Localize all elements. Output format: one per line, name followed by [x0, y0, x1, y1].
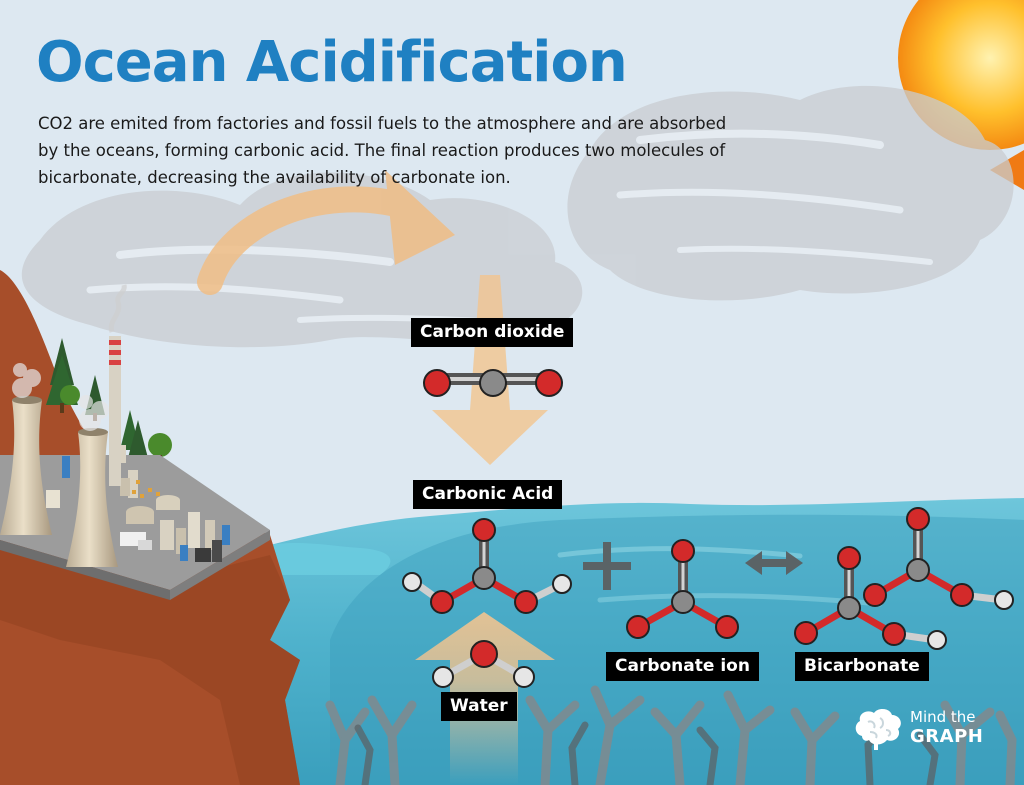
bicarbonate-molecule [863, 507, 1014, 610]
carbon-atom [479, 369, 507, 397]
brain-icon [855, 709, 901, 750]
logo-text-line2: GRAPH [910, 726, 984, 747]
page-title: Ocean Acidification [36, 30, 628, 95]
label-carbonate-ion: Carbonate ion [606, 652, 759, 681]
label-bicarbonate: Bicarbonate [795, 652, 929, 681]
factory [0, 284, 270, 600]
oxygen-atom [423, 369, 451, 397]
carbonate-ion-molecule [626, 539, 739, 639]
oxygen-atom [535, 369, 563, 397]
curved-arrow [197, 170, 455, 295]
water-molecule [432, 640, 535, 688]
label-water: Water [441, 692, 517, 721]
logo-text-line1: Mind the [910, 708, 976, 726]
bicarbonate-molecule [794, 546, 947, 650]
label-carbon-dioxide: Carbon dioxide [411, 318, 574, 347]
description-text: CO2 are emited from factories and fossil… [38, 114, 727, 187]
plus-icon [583, 542, 631, 590]
cloud-right [567, 85, 1014, 301]
carbonic-acid-molecule [402, 518, 572, 614]
carbon-dioxide-molecule [423, 369, 563, 397]
mind-the-graph-logo: Mind the GRAPH [852, 704, 1002, 752]
label-carbonic-acid: Carbonic Acid [413, 480, 563, 509]
double-arrow-icon [745, 551, 803, 575]
coral-reef [325, 685, 1017, 785]
